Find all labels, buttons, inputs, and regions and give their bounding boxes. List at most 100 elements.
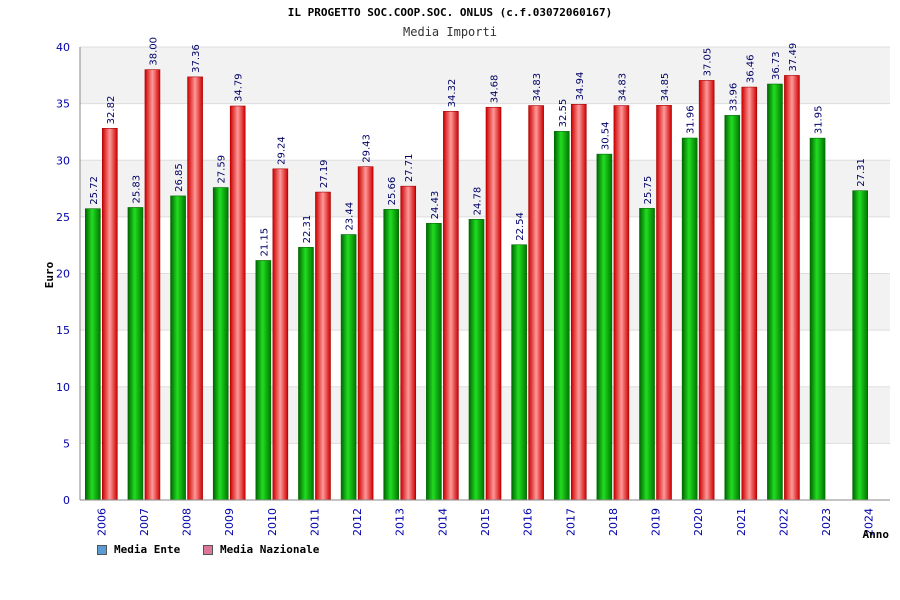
bar-value-label: 25.66 xyxy=(387,177,398,206)
bar-value-label: 27.71 xyxy=(404,154,415,183)
x-tick-label: 2020 xyxy=(692,508,705,536)
y-tick-label: 40 xyxy=(56,41,70,54)
bar-value-label: 29.43 xyxy=(362,134,373,163)
bar-value-label: 27.31 xyxy=(856,158,867,187)
x-tick-label: 2015 xyxy=(479,508,492,536)
bar-media-nazionale-2011 xyxy=(315,191,331,501)
bar-value-label: 29.24 xyxy=(276,136,287,165)
bar-media-nazionale-2013 xyxy=(400,185,417,501)
x-tick-label: 2012 xyxy=(351,508,364,536)
y-axis-label: Euro xyxy=(43,261,56,288)
bar-value-label: 27.19 xyxy=(319,159,330,188)
bar-value-label: 34.83 xyxy=(532,73,543,102)
bar-value-label: 27.59 xyxy=(217,155,228,184)
bar-value-label: 34.94 xyxy=(575,72,586,101)
legend-item-media-ente: Media Ente xyxy=(97,543,180,556)
y-tick-label: 0 xyxy=(63,494,70,507)
y-tick-label: 35 xyxy=(56,98,70,111)
x-tick-label: 2021 xyxy=(735,508,748,536)
bar-value-label: 34.85 xyxy=(660,73,671,102)
bar-value-label: 32.55 xyxy=(558,99,569,128)
bar-value-label: 31.95 xyxy=(814,106,825,135)
bar-media-nazionale-2022 xyxy=(784,75,800,501)
x-tick-label: 2010 xyxy=(266,508,279,536)
bar-value-label: 37.49 xyxy=(788,43,799,72)
x-tick-label: 2009 xyxy=(223,508,236,536)
bar-media-nazionale-2006 xyxy=(102,128,118,501)
bar-value-label: 33.96 xyxy=(728,83,739,112)
legend-swatch-media-nazionale xyxy=(203,544,213,555)
legend-swatch-media-ente xyxy=(97,544,107,555)
bar-media-ente-2018 xyxy=(596,153,613,501)
bar-value-label: 26.85 xyxy=(174,163,185,192)
bar-media-nazionale-2015 xyxy=(485,106,502,501)
bar-media-nazionale-2012 xyxy=(357,166,374,501)
bar-media-ente-2008 xyxy=(170,195,186,501)
bars xyxy=(85,69,868,501)
bar-media-nazionale-2009 xyxy=(229,105,246,501)
bar-media-ente-2024 xyxy=(852,190,868,501)
bar-media-ente-2014 xyxy=(426,223,442,501)
bar-media-ente-2019 xyxy=(639,208,655,501)
x-tick-label: 2016 xyxy=(522,508,535,536)
bar-value-label: 38.00 xyxy=(148,37,159,66)
x-axis-label: Anno xyxy=(863,528,890,541)
bar-media-ente-2012 xyxy=(340,234,357,501)
bar-media-nazionale-2017 xyxy=(570,104,587,501)
bar-value-label: 34.32 xyxy=(447,79,458,108)
bar-media-ente-2007 xyxy=(127,207,144,501)
bar-value-label: 25.75 xyxy=(643,176,654,205)
bar-value-label: 32.82 xyxy=(106,96,117,125)
bar-value-label: 36.46 xyxy=(745,54,756,83)
bar-media-nazionale-2008 xyxy=(187,76,203,501)
legend-item-media-nazionale: Media Nazionale xyxy=(203,543,319,556)
bar-media-ente-2016 xyxy=(511,244,527,501)
bar-value-label: 37.36 xyxy=(191,44,202,73)
bar-value-label: 22.31 xyxy=(302,215,313,244)
bar-media-nazionale-2018 xyxy=(613,105,630,501)
bar-value-label: 24.43 xyxy=(430,191,441,220)
bar-value-label: 22.54 xyxy=(515,212,526,241)
x-tick-label: 2013 xyxy=(394,508,407,536)
x-tick-label: 2024 xyxy=(863,508,876,536)
bar-value-label: 34.68 xyxy=(490,75,501,104)
bar-value-label: 34.83 xyxy=(617,73,628,102)
bar-value-label: 24.78 xyxy=(473,187,484,216)
x-tick-label: 2023 xyxy=(820,508,833,536)
bar-media-ente-2006 xyxy=(85,208,101,501)
y-tick-label: 20 xyxy=(56,268,70,281)
bar-media-nazionale-2020 xyxy=(698,80,715,501)
bar-media-ente-2013 xyxy=(383,209,400,501)
chart-subtitle: Media Importi xyxy=(403,25,497,39)
bar-media-nazionale-2014 xyxy=(443,111,459,501)
bar-value-label: 37.05 xyxy=(703,48,714,77)
x-tick-label: 2019 xyxy=(650,508,663,536)
x-tick-label: 2017 xyxy=(564,508,577,536)
y-tick-label: 15 xyxy=(56,324,70,337)
bar-media-ente-2020 xyxy=(681,137,698,501)
x-tick-label: 2022 xyxy=(777,508,790,536)
bar-media-nazionale-2021 xyxy=(741,86,758,501)
bar-media-ente-2009 xyxy=(212,187,229,501)
x-tick-label: 2011 xyxy=(308,508,321,536)
bar-media-ente-2022 xyxy=(767,83,783,501)
y-tick-label: 10 xyxy=(56,381,70,394)
bar-media-nazionale-2007 xyxy=(144,69,161,501)
bar-media-ente-2010 xyxy=(255,260,272,501)
bar-media-nazionale-2019 xyxy=(656,105,672,501)
legend-label-media-nazionale: Media Nazionale xyxy=(220,543,320,556)
bar-media-ente-2015 xyxy=(468,219,485,501)
bar-value-label: 25.72 xyxy=(89,176,100,205)
bar-media-nazionale-2010 xyxy=(272,168,289,501)
bar-labels: 25.72 25.83 26.85 27.59 21.15 22.31 23.44 25.66… xyxy=(89,37,867,256)
y-tick-label: 25 xyxy=(56,211,70,224)
bar-value-label: 36.73 xyxy=(771,51,782,80)
y-tick-label: 5 xyxy=(63,437,70,450)
legend-label-media-ente: Media Ente xyxy=(114,543,181,556)
axes xyxy=(79,47,890,501)
x-tick-label: 2007 xyxy=(138,508,151,536)
tick-labels: 0 5 10 15 20 25 30 35 40 2006 2007 2008 2009 2010 2011… xyxy=(56,41,876,536)
bar-media-ente-2021 xyxy=(724,115,741,501)
bar-media-ente-2023 xyxy=(809,137,826,501)
